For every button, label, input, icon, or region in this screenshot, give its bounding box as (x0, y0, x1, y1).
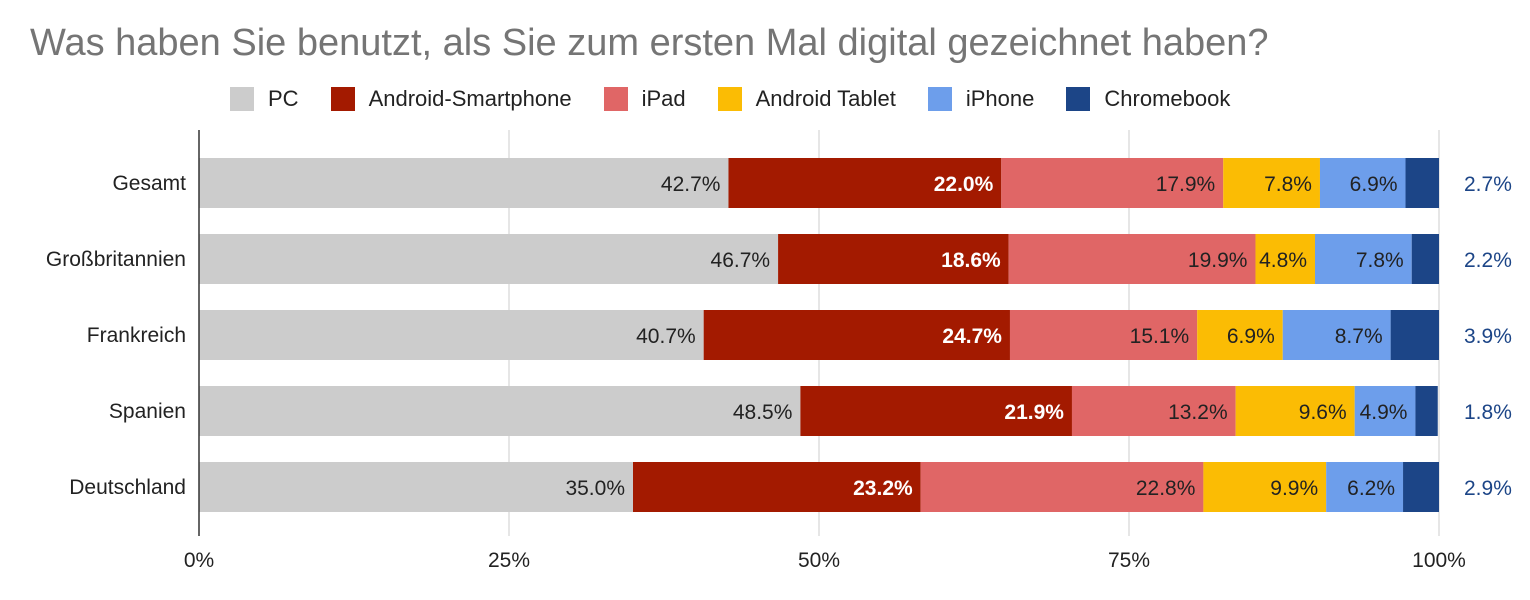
bar-segment (1403, 462, 1439, 512)
data-label: 22.0% (934, 173, 994, 196)
data-label: 42.7% (661, 173, 721, 196)
data-label: 1.8% (1464, 401, 1512, 424)
legend-label: iPad (641, 86, 686, 111)
x-tick-label: 75% (1108, 549, 1150, 572)
bar-segment (199, 158, 729, 208)
x-tick-label: 25% (488, 549, 530, 572)
bar-segment (1235, 386, 1355, 436)
legend-item: iPad (603, 86, 686, 112)
bar-segment (1405, 158, 1439, 208)
bar-segment (1354, 386, 1416, 436)
x-tick-label: 100% (1412, 549, 1466, 572)
bar-segment (1411, 234, 1439, 284)
bar-segment (1001, 158, 1224, 208)
legend-label: Android Tablet (755, 86, 896, 111)
legend-label: Android-Smartphone (368, 86, 572, 111)
legend-item: Android-Smartphone (330, 86, 572, 112)
legend-swatch (717, 87, 742, 111)
data-label: 46.7% (711, 249, 771, 272)
legend-item: PC (230, 86, 299, 112)
data-label: 22.8% (1136, 477, 1196, 500)
data-label: 24.7% (942, 325, 1002, 348)
category-label: Großbritannien (46, 248, 186, 271)
data-label: 48.5% (733, 401, 793, 424)
data-label: 15.1% (1130, 325, 1190, 348)
legend-label: PC (268, 86, 299, 111)
bar-segment (633, 462, 921, 512)
bar-segment (1326, 462, 1404, 512)
category-label: Deutschland (69, 476, 186, 499)
data-label: 23.2% (853, 477, 913, 500)
x-tick-label: 50% (798, 549, 840, 572)
bar-segment (199, 386, 801, 436)
bar-segment (1009, 310, 1198, 360)
bar-segment (703, 310, 1010, 360)
legend-swatch (1066, 87, 1091, 111)
data-label: 6.2% (1347, 477, 1395, 500)
data-label: 2.9% (1464, 477, 1512, 500)
bar-segment (728, 158, 1002, 208)
data-label: 6.9% (1350, 173, 1398, 196)
legend-swatch (230, 87, 254, 111)
legend-item: Android Tablet (717, 86, 896, 112)
data-label: 7.8% (1356, 249, 1404, 272)
data-label: 4.9% (1360, 401, 1408, 424)
data-label: 3.9% (1464, 325, 1512, 348)
chart-title: Was haben Sie benutzt, als Sie zum erste… (30, 22, 1269, 64)
legend: PC Android-Smartphone iPad Android Tablet iP… (230, 86, 1262, 112)
data-label: 35.0% (565, 477, 625, 500)
bar-segment (920, 462, 1204, 512)
data-label: 13.2% (1168, 401, 1228, 424)
legend-label: iPhone (965, 86, 1035, 111)
legend-item: iPhone (927, 86, 1035, 112)
category-label: Frankreich (87, 324, 186, 347)
bar-segment (1223, 158, 1320, 208)
data-label: 18.6% (941, 249, 1001, 272)
data-label: 8.7% (1335, 325, 1383, 348)
data-label: 9.6% (1299, 401, 1347, 424)
bar-segment (800, 386, 1072, 436)
legend-swatch (330, 87, 355, 111)
bar-segment (1319, 158, 1406, 208)
data-label: 2.2% (1464, 249, 1512, 272)
bar-segment (1203, 462, 1327, 512)
legend-label: Chromebook (1104, 86, 1231, 111)
bar-segment (1390, 310, 1439, 360)
data-label: 4.8% (1259, 249, 1307, 272)
legend-item: Chromebook (1066, 86, 1230, 112)
bar-segment (1315, 234, 1412, 284)
data-label: 19.9% (1188, 249, 1248, 272)
category-label: Gesamt (112, 172, 186, 195)
data-label: 7.8% (1264, 173, 1312, 196)
data-label: 9.9% (1270, 477, 1318, 500)
data-label: 21.9% (1004, 401, 1064, 424)
bar-segment (1282, 310, 1391, 360)
data-label: 40.7% (636, 325, 696, 348)
legend-swatch (603, 87, 628, 111)
bar-segment (778, 234, 1009, 284)
legend-swatch (927, 87, 952, 111)
data-label: 6.9% (1227, 325, 1275, 348)
x-tick-label: 0% (184, 549, 214, 572)
bar-segment (199, 234, 779, 284)
data-label: 2.7% (1464, 173, 1512, 196)
bar-segment (1255, 234, 1315, 284)
bar-segment (199, 310, 704, 360)
bar-segment (1197, 310, 1283, 360)
bar-segment (1071, 386, 1236, 436)
bar-segment (199, 462, 633, 512)
data-label: 17.9% (1156, 173, 1216, 196)
category-label: Spanien (109, 400, 186, 423)
bar-segment (1008, 234, 1256, 284)
bar-segment (1415, 386, 1438, 436)
